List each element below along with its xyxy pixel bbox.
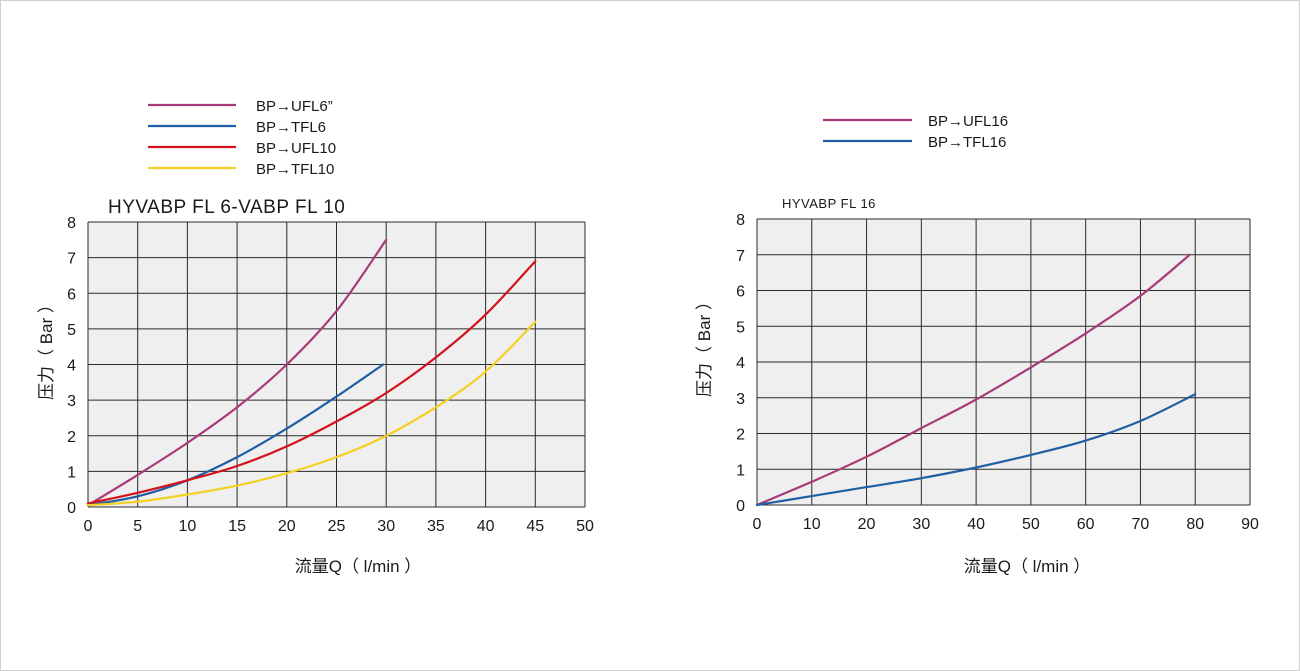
y-tick-label: 7 [67, 251, 76, 268]
y-tick-label: 8 [67, 215, 76, 232]
legend-label: BP→UFL6” [256, 98, 333, 115]
x-tick-label: 0 [84, 518, 93, 535]
x-tick-label: 20 [858, 516, 876, 533]
x-tick-label: 40 [967, 516, 985, 533]
x-tick-label: 80 [1186, 516, 1204, 533]
y-tick-label: 3 [736, 391, 745, 408]
legend-label: BP→UFL16 [928, 113, 1008, 130]
x-tick-label: 45 [526, 518, 544, 535]
legend-label: BP→UFL10 [256, 140, 336, 157]
y-tick-label: 2 [736, 427, 745, 444]
series-line [86, 238, 388, 507]
x-tick-label: 10 [179, 518, 197, 535]
y-tick-label: 3 [67, 393, 76, 410]
y-tick-label: 5 [736, 319, 745, 336]
series-line [755, 253, 1191, 507]
x-tick-label: 70 [1132, 516, 1150, 533]
x-tick-label: 25 [328, 518, 346, 535]
x-tick-label: 50 [1022, 516, 1040, 533]
x-tick-label: 10 [803, 516, 821, 533]
y-tick-label: 0 [736, 498, 745, 515]
x-tick-label: 60 [1077, 516, 1095, 533]
y-tick-label: 6 [736, 284, 745, 301]
chart-right: 0 10 20 30 40 50 60 70 80 90 0 1 2 3 4 5 6 7 8 HYVABP FL 16… [695, 113, 1259, 576]
x-tick-label: 5 [133, 518, 142, 535]
x-tick-label: 90 [1241, 516, 1259, 533]
legend-label: BP→TFL16 [928, 134, 1006, 151]
y-tick-label: 1 [67, 464, 76, 481]
legend-label: BP→TFL6 [256, 119, 326, 136]
x-tick-label: 50 [576, 518, 594, 535]
y-tick-label: 2 [67, 429, 76, 446]
y-tick-label: 4 [736, 355, 745, 372]
y-tick-label: 7 [736, 248, 745, 265]
x-tick-label: 15 [228, 518, 246, 535]
x-tick-label: 30 [912, 516, 930, 533]
x-tick-label: 35 [427, 518, 445, 535]
y-tick-label: 4 [67, 358, 76, 375]
series-line [755, 393, 1197, 507]
y-axis-label: 压力（ Bar ） [695, 293, 714, 397]
x-tick-label: 20 [278, 518, 296, 535]
y-tick-label: 6 [67, 286, 76, 303]
chart-title: HYVABP FL 16 [782, 196, 876, 211]
series-line [86, 320, 537, 507]
y-tick-label: 0 [67, 500, 76, 517]
series-line [86, 260, 537, 505]
y-tick-label: 1 [736, 462, 745, 479]
x-tick-label: 40 [477, 518, 495, 535]
y-tick-label: 5 [67, 322, 76, 339]
x-axis-label: 流量Q（ l/min ） [295, 557, 422, 576]
chart-title: HYVABP FL 6-VABP FL 10 [108, 197, 345, 218]
legend-label: BP→TFL10 [256, 161, 334, 178]
x-tick-label: 0 [753, 516, 762, 533]
y-tick-label: 8 [736, 212, 745, 229]
y-axis-label: 压力（ Bar ） [37, 296, 56, 400]
series-line [86, 363, 385, 507]
x-axis-label: 流量Q（ l/min ） [964, 557, 1091, 576]
x-tick-label: 30 [377, 518, 395, 535]
